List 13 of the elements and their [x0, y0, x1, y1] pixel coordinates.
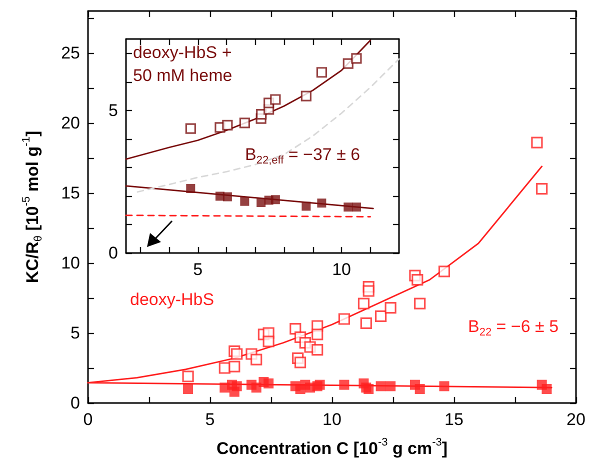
annotation: deoxy-HbS: [130, 290, 214, 309]
x-tick-label: 5: [205, 410, 215, 429]
y-tick-label: 25: [61, 44, 80, 62]
x-tick-label: 20: [566, 410, 586, 429]
x-tick-label: 15: [444, 410, 464, 429]
x-tick-label: 0: [83, 410, 93, 429]
x-tick-label: 10: [322, 410, 342, 429]
y-tick-label: 5: [70, 324, 80, 342]
y-tick-label: 15: [61, 184, 80, 202]
y-tick-label: 0: [70, 394, 80, 412]
y-tick-label: 20: [61, 114, 80, 132]
annotation: deoxy-HbS + 50 mM heme: [133, 43, 232, 85]
y-axis-title: KC/Rθ [10-5 mol g-1]: [20, 130, 44, 284]
